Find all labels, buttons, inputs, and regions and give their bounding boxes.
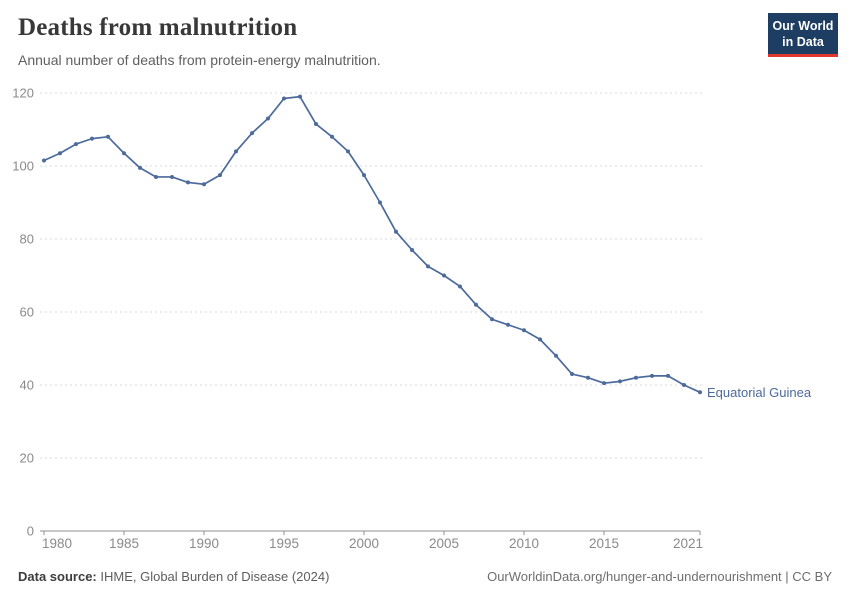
- x-axis-label: 2010: [509, 536, 539, 551]
- data-point[interactable]: [122, 151, 126, 156]
- chart-title: Deaths from malnutrition: [18, 14, 298, 41]
- data-point[interactable]: [394, 229, 398, 234]
- y-axis-label: 20: [20, 451, 34, 466]
- y-axis-label: 120: [12, 86, 34, 101]
- data-point[interactable]: [570, 372, 574, 377]
- data-point[interactable]: [506, 322, 510, 327]
- data-point[interactable]: [458, 284, 462, 289]
- data-point[interactable]: [538, 337, 542, 342]
- data-point[interactable]: [170, 174, 174, 179]
- data-point[interactable]: [74, 142, 78, 147]
- x-axis-label: 1990: [189, 536, 219, 551]
- data-source: Data source: IHME, Global Burden of Dise…: [18, 569, 329, 584]
- y-axis-label: 80: [20, 232, 34, 247]
- data-point[interactable]: [330, 134, 334, 139]
- data-points: [42, 94, 702, 395]
- series-label[interactable]: Equatorial Guinea: [707, 385, 812, 400]
- x-axis-label: 2015: [589, 536, 619, 551]
- data-point[interactable]: [234, 149, 238, 154]
- data-point[interactable]: [426, 264, 430, 269]
- y-axis-label: 0: [27, 524, 34, 539]
- data-point[interactable]: [618, 379, 622, 384]
- data-point[interactable]: [650, 373, 654, 378]
- data-point[interactable]: [698, 390, 702, 395]
- data-point[interactable]: [346, 149, 350, 154]
- data-point[interactable]: [186, 180, 190, 185]
- y-axis-label: 100: [12, 159, 34, 174]
- data-point[interactable]: [682, 383, 686, 387]
- data-point[interactable]: [58, 151, 62, 156]
- data-line[interactable]: [43, 95, 701, 394]
- owid-logo[interactable]: Our World in Data: [768, 13, 838, 57]
- data-point[interactable]: [442, 273, 446, 278]
- owid-logo-line1: Our World: [772, 19, 834, 33]
- x-axis-label: 1980: [42, 536, 72, 551]
- x-axis-labels: 1980 1985 1990 1995 2000 2005 2010 2015 2021: [42, 536, 703, 551]
- data-point[interactable]: [138, 165, 142, 170]
- data-point[interactable]: [282, 96, 286, 101]
- x-axis-ticks: [43, 531, 701, 535]
- data-point[interactable]: [666, 373, 670, 378]
- x-axis-label: 2005: [429, 536, 459, 551]
- x-axis-label: 1995: [269, 536, 299, 551]
- y-axis-label: 60: [20, 305, 34, 320]
- x-axis-label: 1985: [109, 536, 139, 551]
- data-point[interactable]: [490, 317, 494, 322]
- y-axis-labels: 0 20 40 60 80 100 120: [12, 86, 34, 539]
- data-point[interactable]: [522, 328, 526, 333]
- data-point[interactable]: [154, 174, 158, 179]
- x-axis-label: 2000: [349, 536, 379, 551]
- data-point[interactable]: [250, 131, 254, 136]
- data-point[interactable]: [378, 200, 382, 205]
- data-source-value: IHME, Global Burden of Disease (2024): [96, 569, 330, 584]
- data-point[interactable]: [298, 94, 302, 99]
- footer: Data source: IHME, Global Burden of Dise…: [18, 569, 832, 584]
- owid-logo-line2: in Data: [782, 35, 824, 49]
- gridlines: [40, 92, 704, 459]
- data-point[interactable]: [314, 122, 318, 127]
- data-point[interactable]: [410, 247, 414, 252]
- y-axis-label: 40: [20, 378, 34, 393]
- data-point[interactable]: [106, 134, 110, 139]
- data-point[interactable]: [634, 375, 638, 380]
- x-axis-label: 2021: [673, 536, 703, 551]
- data-point[interactable]: [602, 381, 606, 386]
- data-point[interactable]: [474, 302, 478, 307]
- data-point[interactable]: [42, 158, 46, 163]
- data-point[interactable]: [90, 136, 94, 141]
- data-point[interactable]: [362, 173, 366, 178]
- data-point[interactable]: [202, 182, 206, 187]
- data-point[interactable]: [266, 116, 270, 121]
- data-point[interactable]: [218, 173, 222, 178]
- data-source-label: Data source:: [18, 569, 97, 584]
- attribution-link[interactable]: OurWorldinData.org/hunger-and-undernouri…: [487, 569, 832, 584]
- data-point[interactable]: [554, 353, 558, 358]
- data-point[interactable]: [586, 375, 590, 380]
- chart-subtitle: Annual number of deaths from protein-ene…: [18, 52, 381, 68]
